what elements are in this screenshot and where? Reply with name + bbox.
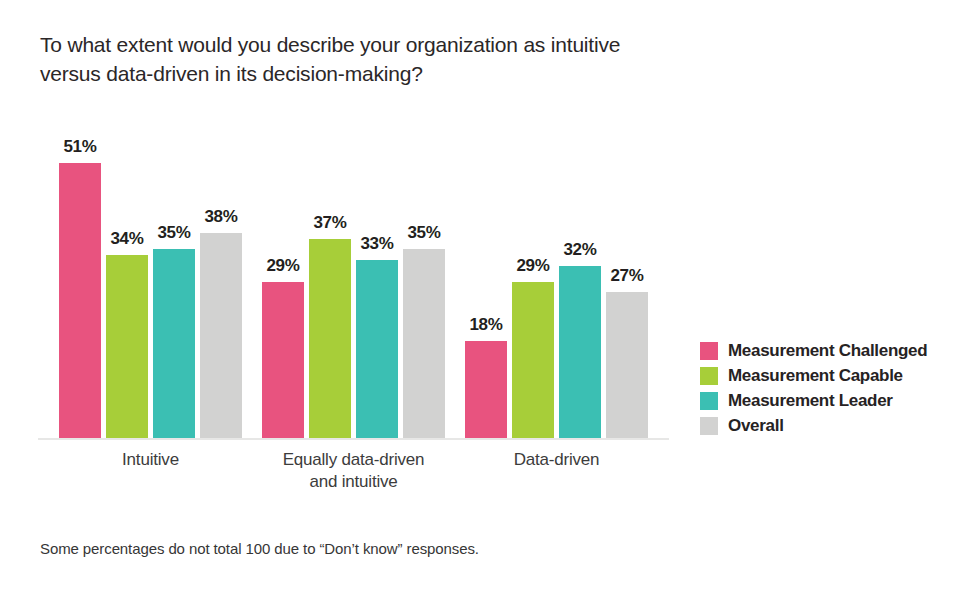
- bar-measurement-challenged: [262, 282, 304, 438]
- bar-value-label: 34%: [110, 229, 143, 249]
- bar-value-label: 29%: [516, 256, 549, 276]
- bar-cell: 29%: [512, 256, 554, 438]
- footnote: Some percentages do not total 100 due to…: [40, 540, 479, 557]
- legend-swatch-icon: [700, 392, 718, 410]
- bar-value-label: 51%: [63, 137, 96, 157]
- bars-row: 51% 34% 35% 38%: [59, 133, 242, 438]
- bar-measurement-leader: [153, 249, 195, 438]
- bar-cell: 37%: [309, 213, 351, 438]
- bar-value-label: 35%: [157, 223, 190, 243]
- bar-measurement-challenged: [59, 163, 101, 438]
- bar-cell: 38%: [200, 207, 242, 438]
- bar-value-label: 37%: [313, 213, 346, 233]
- bar-value-label: 35%: [407, 223, 440, 243]
- bars-row: 29% 37% 33% 35%: [262, 133, 445, 438]
- bar-value-label: 18%: [469, 315, 502, 335]
- category-group-data-driven: 18% 29% 32% 27% Data-driven: [465, 133, 648, 471]
- bar-cell: 18%: [465, 315, 507, 438]
- legend-label: Overall: [728, 417, 784, 435]
- bar-value-label: 33%: [360, 234, 393, 254]
- bar-measurement-leader: [356, 260, 398, 438]
- x-axis-line: [38, 438, 669, 440]
- bar-value-label: 29%: [266, 256, 299, 276]
- legend-item-measurement-capable: Measurement Capable: [700, 367, 927, 385]
- chart-title-line-2: versus data-driven in its decision-makin…: [40, 59, 620, 88]
- bar-value-label: 32%: [563, 240, 596, 260]
- chart-title: To what extent would you describe your o…: [40, 30, 620, 88]
- legend-label: Measurement Leader: [728, 392, 893, 410]
- bar-cell: 35%: [153, 223, 195, 438]
- bar-measurement-challenged: [465, 341, 507, 438]
- bar-overall: [606, 292, 648, 438]
- bar-measurement-capable: [512, 282, 554, 438]
- bar-measurement-capable: [106, 255, 148, 438]
- legend-item-measurement-challenged: Measurement Challenged: [700, 342, 927, 360]
- legend-swatch-icon: [700, 417, 718, 435]
- category-label: Data-driven: [471, 449, 643, 471]
- bar-cell: 33%: [356, 234, 398, 438]
- legend-swatch-icon: [700, 367, 718, 385]
- legend-label: Measurement Capable: [728, 367, 903, 385]
- legend-swatch-icon: [700, 342, 718, 360]
- bar-overall: [403, 249, 445, 438]
- legend-label: Measurement Challenged: [728, 342, 927, 360]
- category-label: Intuitive: [65, 449, 237, 471]
- bar-cell: 51%: [59, 137, 101, 438]
- chart-page: To what extent would you describe your o…: [0, 0, 960, 591]
- bar-measurement-capable: [309, 239, 351, 438]
- bar-cell: 34%: [106, 229, 148, 438]
- chart-title-line-1: To what extent would you describe your o…: [40, 30, 620, 59]
- legend-item-measurement-leader: Measurement Leader: [700, 392, 927, 410]
- bar-measurement-leader: [559, 266, 601, 438]
- legend: Measurement Challenged Measurement Capabl…: [700, 342, 927, 435]
- bars-row: 18% 29% 32% 27%: [465, 133, 648, 438]
- legend-item-overall: Overall: [700, 417, 927, 435]
- bar-cell: 29%: [262, 256, 304, 438]
- bar-value-label: 27%: [610, 266, 643, 286]
- bar-value-label: 38%: [204, 207, 237, 227]
- bar-cell: 27%: [606, 266, 648, 438]
- bar-cell: 32%: [559, 240, 601, 438]
- bar-cell: 35%: [403, 223, 445, 438]
- category-group-intuitive: 51% 34% 35% 38% Intuitive: [59, 133, 242, 471]
- bar-overall: [200, 233, 242, 438]
- category-label: Equally data-driven and intuitive: [268, 449, 440, 493]
